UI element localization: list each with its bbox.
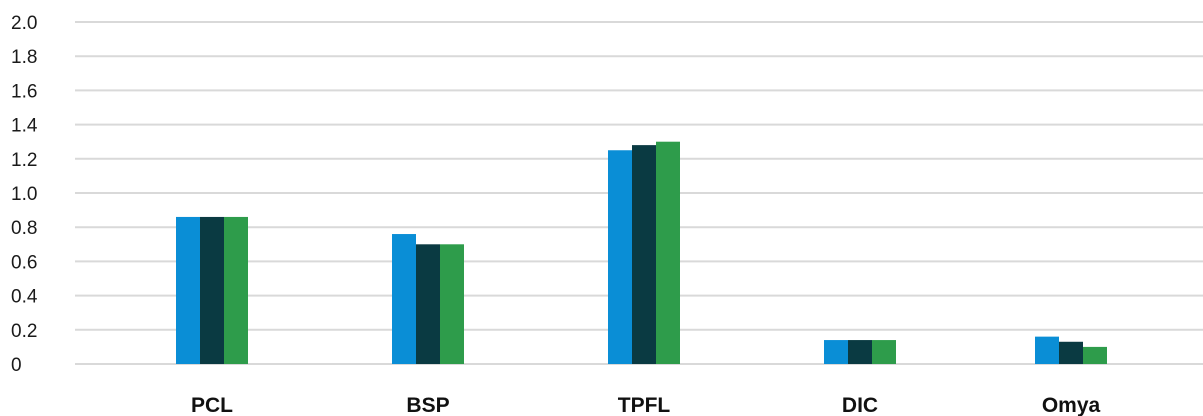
y-tick-label: 0 bbox=[11, 355, 22, 376]
bar-bsp-series-2 bbox=[416, 244, 440, 364]
x-tick-label: TPFL bbox=[618, 394, 671, 416]
bar-tpfl-series-2 bbox=[632, 145, 656, 364]
x-axis: PCL BSP TPFL DIC Omya bbox=[191, 394, 1100, 416]
y-axis: 0 0.2 0.4 0.6 0.8 1.0 1.2 1.4 1.6 1.8 2.0 bbox=[11, 13, 38, 376]
y-tick-label: 0.6 bbox=[11, 252, 37, 273]
y-tick-label: 1.2 bbox=[11, 150, 37, 171]
bar-pcl-series-2 bbox=[200, 216, 224, 364]
bars bbox=[176, 141, 1107, 364]
bar-dic-series-1 bbox=[824, 340, 848, 364]
y-tick-label: 1.4 bbox=[11, 116, 38, 137]
y-tick-label: 2.0 bbox=[11, 13, 37, 34]
y-tick-label: 1.0 bbox=[11, 184, 37, 205]
y-tick-label: 0.4 bbox=[11, 287, 38, 308]
y-tick-label: 1.8 bbox=[11, 47, 37, 68]
y-tick-label: 0.8 bbox=[11, 218, 37, 239]
y-tick-label: 1.6 bbox=[11, 81, 37, 102]
bar-omya-series-1 bbox=[1035, 336, 1059, 364]
bar-omya-series-3 bbox=[1083, 346, 1107, 364]
x-tick-label: Omya bbox=[1042, 394, 1101, 416]
x-tick-label: DIC bbox=[842, 394, 878, 416]
bar-bsp-series-3 bbox=[440, 244, 464, 364]
y-tick-label: 0.2 bbox=[11, 321, 37, 342]
x-tick-label: PCL bbox=[191, 394, 233, 416]
bar-omya-series-2 bbox=[1059, 341, 1083, 364]
bar-bsp-series-1 bbox=[392, 234, 416, 364]
bar-pcl-series-3 bbox=[224, 216, 248, 364]
bar-dic-series-3 bbox=[872, 340, 896, 364]
bar-dic-series-2 bbox=[848, 340, 872, 364]
bar-tpfl-series-3 bbox=[656, 141, 680, 364]
x-tick-label: BSP bbox=[406, 394, 449, 416]
bar-tpfl-series-1 bbox=[608, 150, 632, 364]
bar-pcl-series-1 bbox=[176, 216, 200, 364]
